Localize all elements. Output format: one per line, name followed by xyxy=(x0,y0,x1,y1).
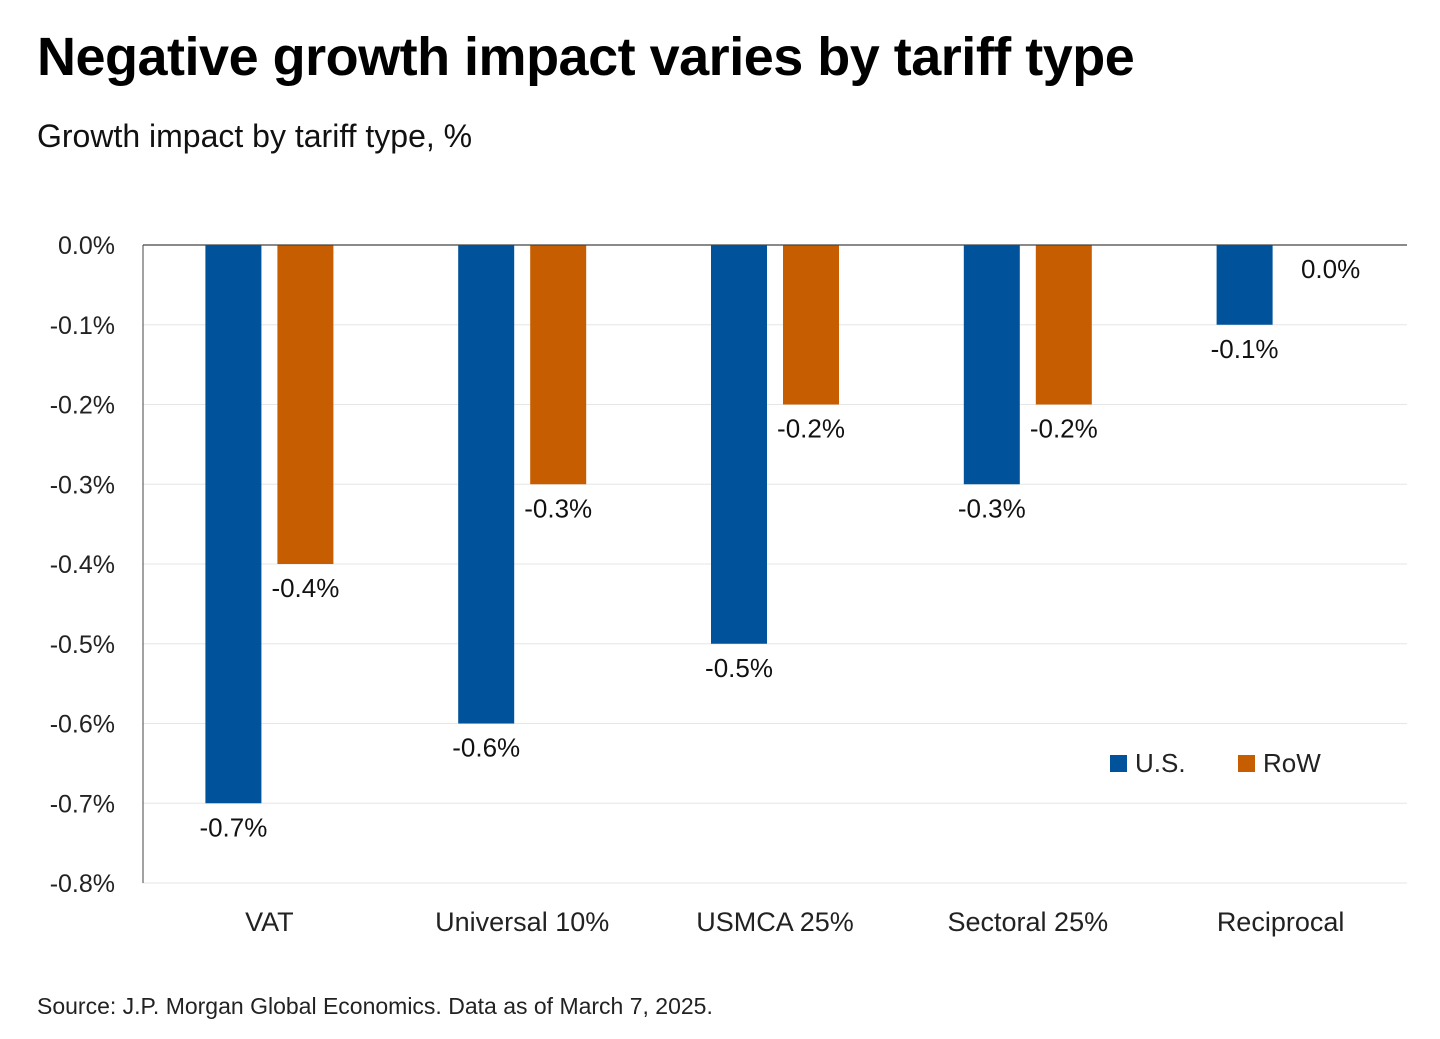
x-tick-label: Universal 10% xyxy=(435,907,609,937)
x-tick-label: USMCA 25% xyxy=(696,907,854,937)
data-label: -0.3% xyxy=(524,493,592,523)
y-tick-label: -0.4% xyxy=(50,551,115,579)
bar-row-2 xyxy=(783,245,839,405)
y-tick-label: -0.8% xyxy=(50,870,115,898)
x-tick-label: VAT xyxy=(245,907,294,937)
bar-row-3 xyxy=(1035,245,1092,405)
bar-us-4 xyxy=(1216,245,1273,325)
data-label: -0.7% xyxy=(199,812,267,842)
data-label: 0.0% xyxy=(1301,254,1360,284)
y-tick-label: -0.1% xyxy=(50,312,115,340)
bar-us-3 xyxy=(963,245,1020,485)
y-tick-label: 0.0% xyxy=(58,232,115,260)
chart-subtitle: Growth impact by tariff type, % xyxy=(37,118,473,154)
source-note: Source: J.P. Morgan Global Economics. Da… xyxy=(37,993,713,1019)
data-label: -0.6% xyxy=(452,733,520,763)
y-tick-label: -0.2% xyxy=(50,392,115,420)
data-label: -0.3% xyxy=(958,493,1026,523)
legend-swatch-row xyxy=(1238,755,1255,772)
x-tick-label: Sectoral 25% xyxy=(948,907,1109,937)
data-label: -0.1% xyxy=(1211,334,1279,364)
legend-label: U.S. xyxy=(1135,748,1186,778)
legend-swatch-us xyxy=(1110,755,1127,772)
chart-title: Negative growth impact varies by tariff … xyxy=(37,27,1135,87)
bar-us-2 xyxy=(711,245,767,644)
bar-us-0 xyxy=(205,245,262,804)
data-label: -0.5% xyxy=(705,653,773,683)
bar-us-1 xyxy=(458,245,515,724)
y-tick-label: -0.3% xyxy=(50,471,115,499)
legend-label: RoW xyxy=(1263,748,1321,778)
x-tick-label: Reciprocal xyxy=(1217,907,1345,937)
y-tick-label: -0.5% xyxy=(50,631,115,659)
bar-row-0 xyxy=(277,245,334,564)
bar-row-1 xyxy=(530,245,587,485)
y-tick-label: -0.6% xyxy=(50,711,115,739)
y-tick-label: -0.7% xyxy=(50,790,115,818)
data-label: -0.4% xyxy=(271,573,339,603)
data-label: -0.2% xyxy=(777,414,845,444)
data-label: -0.2% xyxy=(1030,414,1098,444)
